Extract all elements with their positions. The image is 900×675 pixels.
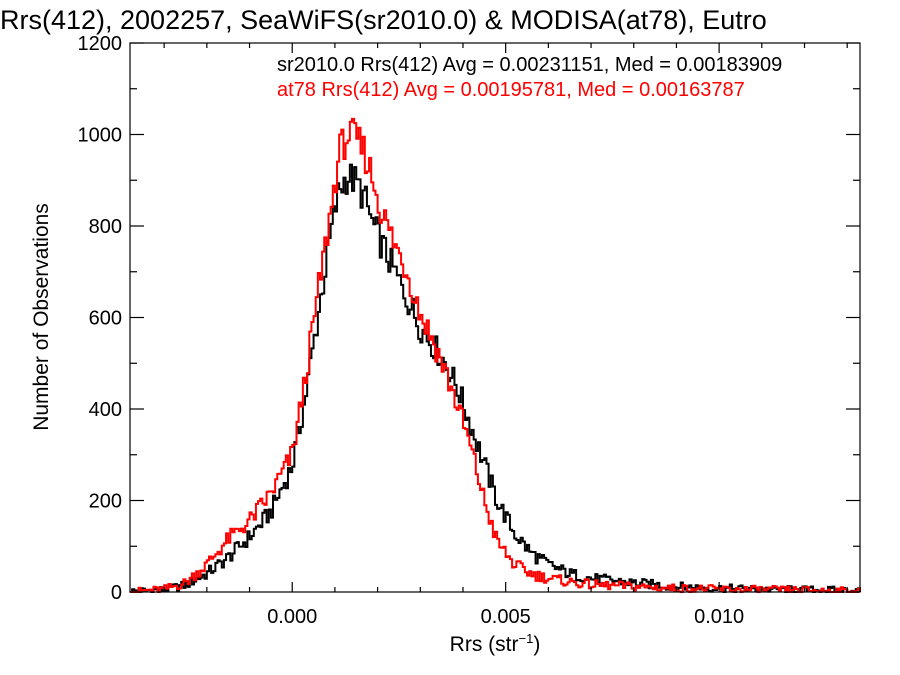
x-axis-label: Rrs (str−1) [450,631,541,656]
legend-entry-black: sr2010.0 Rrs(412) Avg = 0.00231151, Med … [277,54,782,76]
series-line-red [130,117,861,593]
x-tick-label: 0.010 [694,606,744,628]
y-tick-label: 600 [89,308,122,330]
y-tick-label: 0 [111,582,122,604]
x-axis-label-base: Rrs (str [450,633,519,656]
x-tick-label: 0.005 [481,606,531,628]
legend-entry-red: at78 Rrs(412) Avg = 0.00195781, Med = 0.… [277,79,745,101]
y-tick-label: 800 [89,216,122,238]
x-tick-label: 0.000 [267,606,317,628]
ticks-layer: 0.000 0.005 0.010 0 200 400 600 800 1000 1200 [78,33,860,628]
x-axis-label-exponent: −1 [519,631,534,646]
x-axis-label-close: ) [533,633,540,656]
y-tick-label: 1000 [78,125,123,147]
series-layer [130,117,861,593]
y-tick-label: 400 [89,399,122,421]
y-tick-label: 1200 [78,33,123,55]
y-axis-label: Number of Observations [30,203,53,431]
chart-title: Rrs(412), 2002257, SeaWiFS(sr2010.0) & M… [0,5,767,35]
plot-frame [129,42,861,593]
y-tick-label: 200 [89,491,122,513]
